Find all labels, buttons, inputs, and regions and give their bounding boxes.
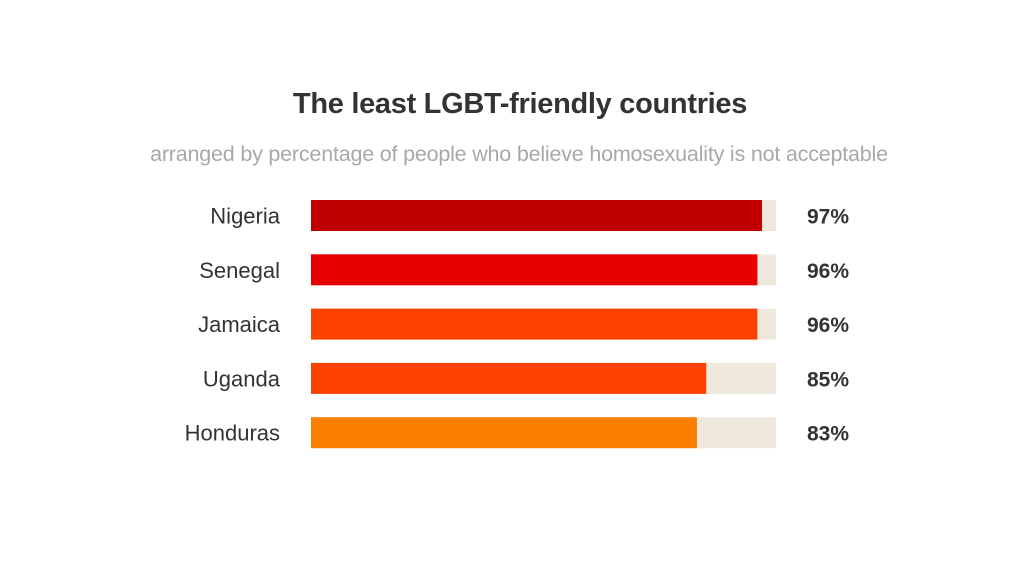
bar-nigeria [311, 200, 763, 231]
bar-honduras [311, 417, 697, 449]
category-label-uganda: Uganda [203, 366, 281, 391]
category-label-nigeria: Nigeria [210, 204, 280, 229]
bar-jamaica [311, 308, 758, 340]
category-label-senegal: Senegal [199, 258, 280, 283]
chart-subtitle: arranged by percentage of people who bel… [150, 142, 888, 166]
value-label-nigeria: 97% [807, 206, 849, 229]
chart-title: The least LGBT-friendly countries [292, 88, 748, 120]
category-label-jamaica: Jamaica [198, 312, 281, 337]
bar-senegal [311, 254, 758, 286]
value-label-jamaica: 96% [807, 314, 849, 337]
bar-uganda [311, 362, 707, 394]
value-label-honduras: 83% [807, 423, 849, 446]
value-label-senegal: 96% [807, 260, 849, 283]
category-label-honduras: Honduras [185, 421, 280, 446]
value-label-uganda: 85% [807, 368, 849, 391]
